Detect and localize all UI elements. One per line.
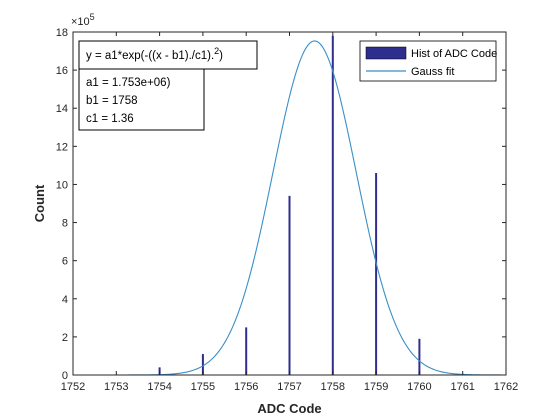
params-box <box>78 68 205 131</box>
x-tick-label: 1752 <box>61 381 85 393</box>
x-tick-label: 1760 <box>407 381 431 393</box>
x-tick-label: 1755 <box>191 381 215 393</box>
x-tick-label: 1759 <box>364 381 388 393</box>
y-axis-ticks: 0 2 4 6 8 10 12 14 16 18 <box>56 27 506 382</box>
param-c1: c1 = 1.36 <box>86 113 134 125</box>
y-exponent-label: ×105 <box>71 12 95 28</box>
y-tick-label: 4 <box>62 294 68 306</box>
y-tick-label: 16 <box>56 65 68 77</box>
bar-1755 <box>201 354 204 375</box>
bar-1760 <box>418 338 421 375</box>
formula-text: y = a1*exp(-((x - b1)./c1).2) <box>86 46 223 62</box>
y-tick-label: 0 <box>62 370 68 382</box>
bar-1757 <box>288 195 291 375</box>
formula-power: 2 <box>214 46 219 56</box>
formula-prefix: y = a1*exp(-((x - b1)./c1). <box>86 50 214 62</box>
x-axis-ticks: 1752 1753 1754 1755 1756 1757 1758 1759 1760 1761… <box>61 32 518 393</box>
x-tick-label: 1761 <box>450 381 474 393</box>
formula-suffix: ) <box>219 50 223 62</box>
param-a1: a1 = 1.753e+06) <box>86 77 171 89</box>
y-tick-label: 18 <box>56 27 68 39</box>
legend-label-histogram: Hist of ADC Code <box>411 48 497 60</box>
y-tick-label: 12 <box>56 141 68 153</box>
legend-label-gauss-fit: Gauss fit <box>411 66 454 78</box>
y-tick-label: 10 <box>56 179 68 191</box>
legend-swatch-histogram <box>365 46 407 60</box>
formula-box <box>78 40 258 70</box>
x-tick-label: 1753 <box>104 381 128 393</box>
y-axis-label: Count <box>32 184 47 222</box>
x-axis-label: ADC Code <box>257 401 321 416</box>
y-tick-label: 6 <box>62 256 68 268</box>
y-tick-label: 2 <box>62 332 68 344</box>
legend: Hist of ADC Code Gauss fit <box>359 40 497 82</box>
annotation-box: y = a1*exp(-((x - b1)./c1).2) a1 = 1.753… <box>78 40 258 131</box>
x-tick-label: 1762 <box>494 381 518 393</box>
param-b1: b1 = 1758 <box>86 95 137 107</box>
x-tick-label: 1758 <box>321 381 345 393</box>
bar-1759 <box>375 173 378 375</box>
bar-1758 <box>331 35 334 376</box>
x-tick-label: 1754 <box>147 381 171 393</box>
y-tick-label: 14 <box>56 103 68 115</box>
y-tick-label: 8 <box>62 218 68 230</box>
y-exponent-power: 5 <box>90 12 95 22</box>
y-exponent-base: ×10 <box>71 16 90 28</box>
x-tick-label: 1756 <box>234 381 258 393</box>
bar-1756 <box>245 327 248 375</box>
x-tick-label: 1757 <box>277 381 301 393</box>
